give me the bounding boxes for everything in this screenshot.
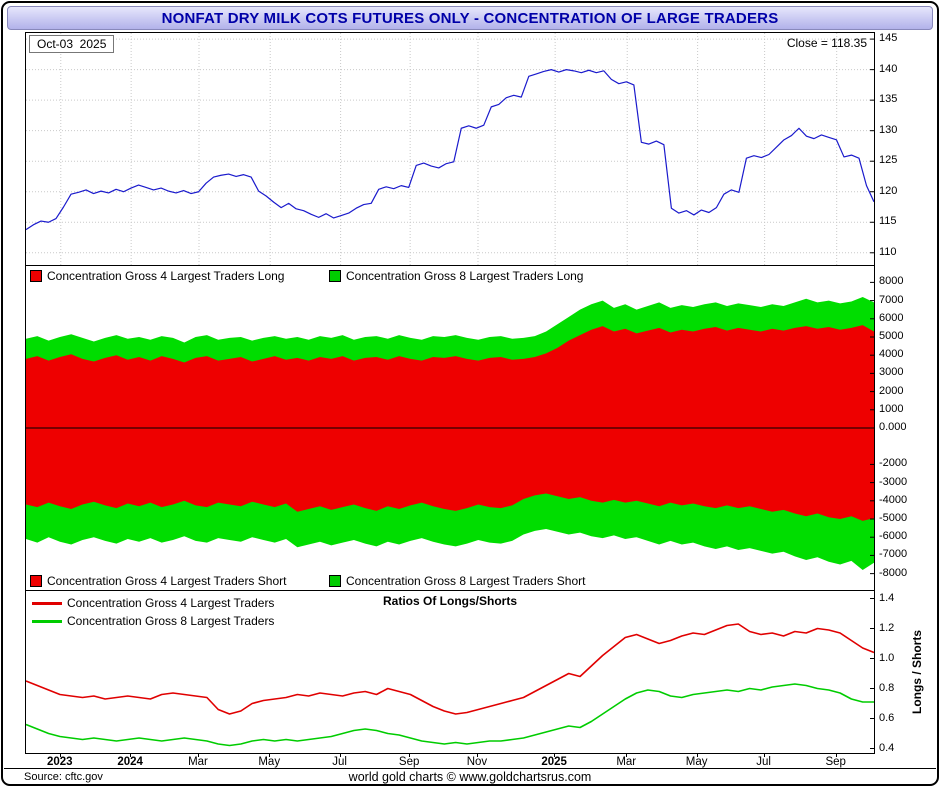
y-tick-label: 115 (879, 215, 897, 228)
price-line (26, 69, 874, 231)
x-tick-mark (835, 753, 837, 757)
x-tick-label: Mar (188, 756, 208, 768)
green-swatch-icon (329, 575, 341, 587)
y-tick-label: 6000 (879, 311, 904, 324)
y-tick-label: 110 (879, 245, 897, 258)
x-tick-mark (554, 753, 556, 757)
close-value-label: Close = 118.35 (786, 36, 867, 50)
x-tick-mark (59, 753, 61, 757)
x-tick-mark (626, 753, 628, 757)
legend-label: Concentration Gross 4 Largest Traders Sh… (47, 574, 287, 588)
source-label: Source: cftc.gov (24, 771, 103, 783)
chart-canvas (26, 33, 874, 265)
y-tick-label: 8000 (879, 275, 904, 288)
ratio-8-largest (26, 683, 874, 747)
price-panel: Oct-03 2025 Close = 118.35 (25, 32, 875, 266)
y-tick-label: 0.4 (879, 741, 895, 754)
y-tick-label: 3000 (879, 366, 904, 379)
y-tick-label: 5000 (879, 329, 904, 342)
concentration-panel: Concentration Gross 4 Largest Traders Lo… (25, 265, 875, 591)
chart-title: NONFAT DRY MILK COTS FUTURES ONLY - CONC… (161, 9, 779, 27)
green-swatch-icon (329, 270, 341, 282)
x-tick-label: Jul (756, 756, 771, 768)
x-tick-mark (269, 753, 271, 757)
credit-label: world gold charts © www.goldchartsrus.co… (348, 770, 592, 784)
y-tick-label: 7000 (879, 293, 904, 306)
y-tick-label: 2000 (879, 384, 904, 397)
ratio-4-largest (26, 623, 874, 715)
y-tick-label: -8000 (879, 566, 908, 579)
x-tick-label: Jul (332, 756, 347, 768)
green-line-sample-icon (32, 619, 62, 623)
x-tick-label: Sep (398, 756, 420, 768)
x-tick-label: Nov (466, 756, 488, 768)
x-tick-label: May (685, 756, 708, 768)
y-tick-label: 120 (879, 184, 898, 197)
x-tick-label: 2024 (117, 756, 143, 768)
x-tick-label: May (258, 756, 281, 768)
longs-shorts-axis-label: Longs / Shorts (910, 630, 924, 714)
y-tick-label: -4000 (879, 493, 908, 506)
y-tick-label: 1000 (879, 402, 904, 415)
y-tick-label: -3000 (879, 475, 908, 488)
x-tick-mark (409, 753, 411, 757)
y-tick-label: 125 (879, 154, 898, 167)
y-tick-label: 1.4 (879, 591, 895, 604)
chart-canvas (26, 281, 874, 575)
x-tick-label: Sep (825, 756, 846, 768)
x-tick-mark (339, 753, 341, 757)
red-swatch-icon (30, 270, 42, 282)
red-swatch-icon (30, 575, 42, 587)
gross-4-largest-area (26, 325, 874, 521)
y-tick-label: 4000 (879, 348, 904, 361)
x-tick-label: 2025 (541, 756, 567, 768)
ratio-panel-title: Ratios Of Longs/Shorts (382, 594, 517, 608)
y-tick-label: 145 (879, 32, 898, 45)
footer-bar: Source: cftc.gov world gold charts © www… (4, 768, 936, 785)
legend-4-largest-long: Concentration Gross 4 Largest Traders Lo… (30, 269, 284, 283)
chart-canvas (26, 598, 874, 749)
y-tick-label: 130 (879, 123, 898, 136)
x-tick-mark (476, 753, 478, 757)
legend-label: Concentration Gross 8 Largest Traders Lo… (346, 269, 584, 283)
x-tick-mark (763, 753, 765, 757)
x-tick-mark (696, 753, 698, 757)
date-label: Oct-03 2025 (29, 35, 115, 53)
y-tick-label: -5000 (879, 512, 908, 524)
y-tick-label: -2000 (879, 457, 908, 470)
legend-8-largest-long: Concentration Gross 8 Largest Traders Lo… (329, 269, 583, 283)
x-tick-label: 2023 (46, 756, 73, 768)
legend-label: Concentration Gross 4 Largest Traders Lo… (47, 269, 285, 283)
y-tick-label: 0.8 (879, 681, 895, 694)
legend-label: Concentration Gross 8 Largest Traders (67, 614, 275, 628)
legend-label: Concentration Gross 8 Largest Traders Sh… (346, 574, 586, 588)
y-tick-label: 0.000 (879, 421, 907, 433)
title-bar: NONFAT DRY MILK COTS FUTURES ONLY - CONC… (7, 6, 933, 30)
y-tick-label: 135 (879, 93, 898, 106)
ratio-panel: Ratios Of Longs/Shorts Concentration Gro… (25, 590, 875, 754)
y-tick-label: 140 (879, 62, 898, 75)
legend-4-largest-short: Concentration Gross 4 Largest Traders Sh… (30, 574, 286, 588)
y-tick-label: 1.2 (879, 621, 895, 634)
y-tick-label: -7000 (879, 548, 908, 561)
y-tick-label: 1.0 (879, 651, 895, 664)
legend-ratio-8-largest: Concentration Gross 8 Largest Traders (32, 614, 274, 628)
legend-ratio-4-largest: Concentration Gross 4 Largest Traders (32, 596, 274, 610)
x-tick-mark (197, 753, 199, 757)
y-tick-label: 0.6 (879, 711, 895, 724)
red-line-sample-icon (32, 601, 62, 605)
y-tick-label: -6000 (879, 530, 908, 543)
x-tick-label: Mar (616, 756, 637, 768)
x-tick-mark (130, 753, 132, 757)
legend-label: Concentration Gross 4 Largest Traders (67, 596, 275, 610)
legend-8-largest-short: Concentration Gross 8 Largest Traders Sh… (329, 574, 585, 588)
